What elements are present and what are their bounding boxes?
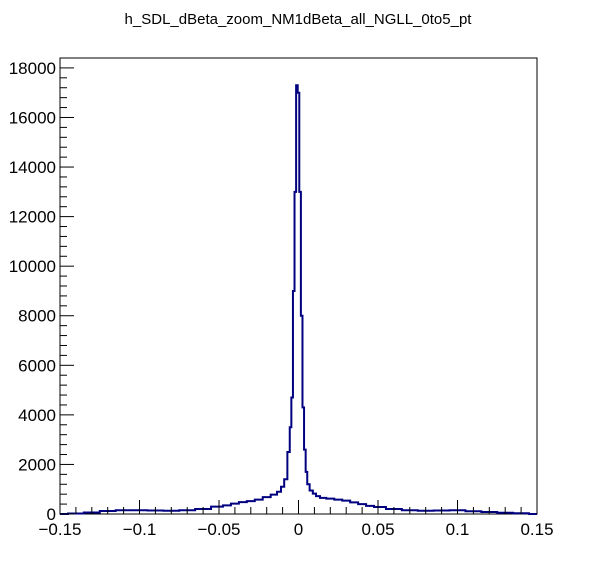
x-tick-label: 0 xyxy=(294,520,303,539)
x-tick-label: −0.1 xyxy=(123,520,157,539)
x-tick-label: −0.05 xyxy=(197,520,240,539)
y-tick-label: 0 xyxy=(47,505,56,524)
x-tick-label: 0.15 xyxy=(520,520,553,539)
y-tick-label: 18000 xyxy=(9,59,56,78)
y-tick-label: 12000 xyxy=(9,208,56,227)
x-tick-label: 0.1 xyxy=(446,520,470,539)
y-tick-label: 2000 xyxy=(18,455,56,474)
x-tick-label: −0.15 xyxy=(38,520,81,539)
y-tick-label: 6000 xyxy=(18,356,56,375)
y-tick-label: 10000 xyxy=(9,257,56,276)
y-tick-label: 16000 xyxy=(9,108,56,127)
x-tick-label: 0.05 xyxy=(361,520,394,539)
y-tick-label: 14000 xyxy=(9,158,56,177)
chart-title: h_SDL_dBeta_zoom_NM1dBeta_all_NGLL_0to5_… xyxy=(125,11,473,28)
y-tick-label: 8000 xyxy=(18,307,56,326)
y-tick-label: 4000 xyxy=(18,406,56,425)
